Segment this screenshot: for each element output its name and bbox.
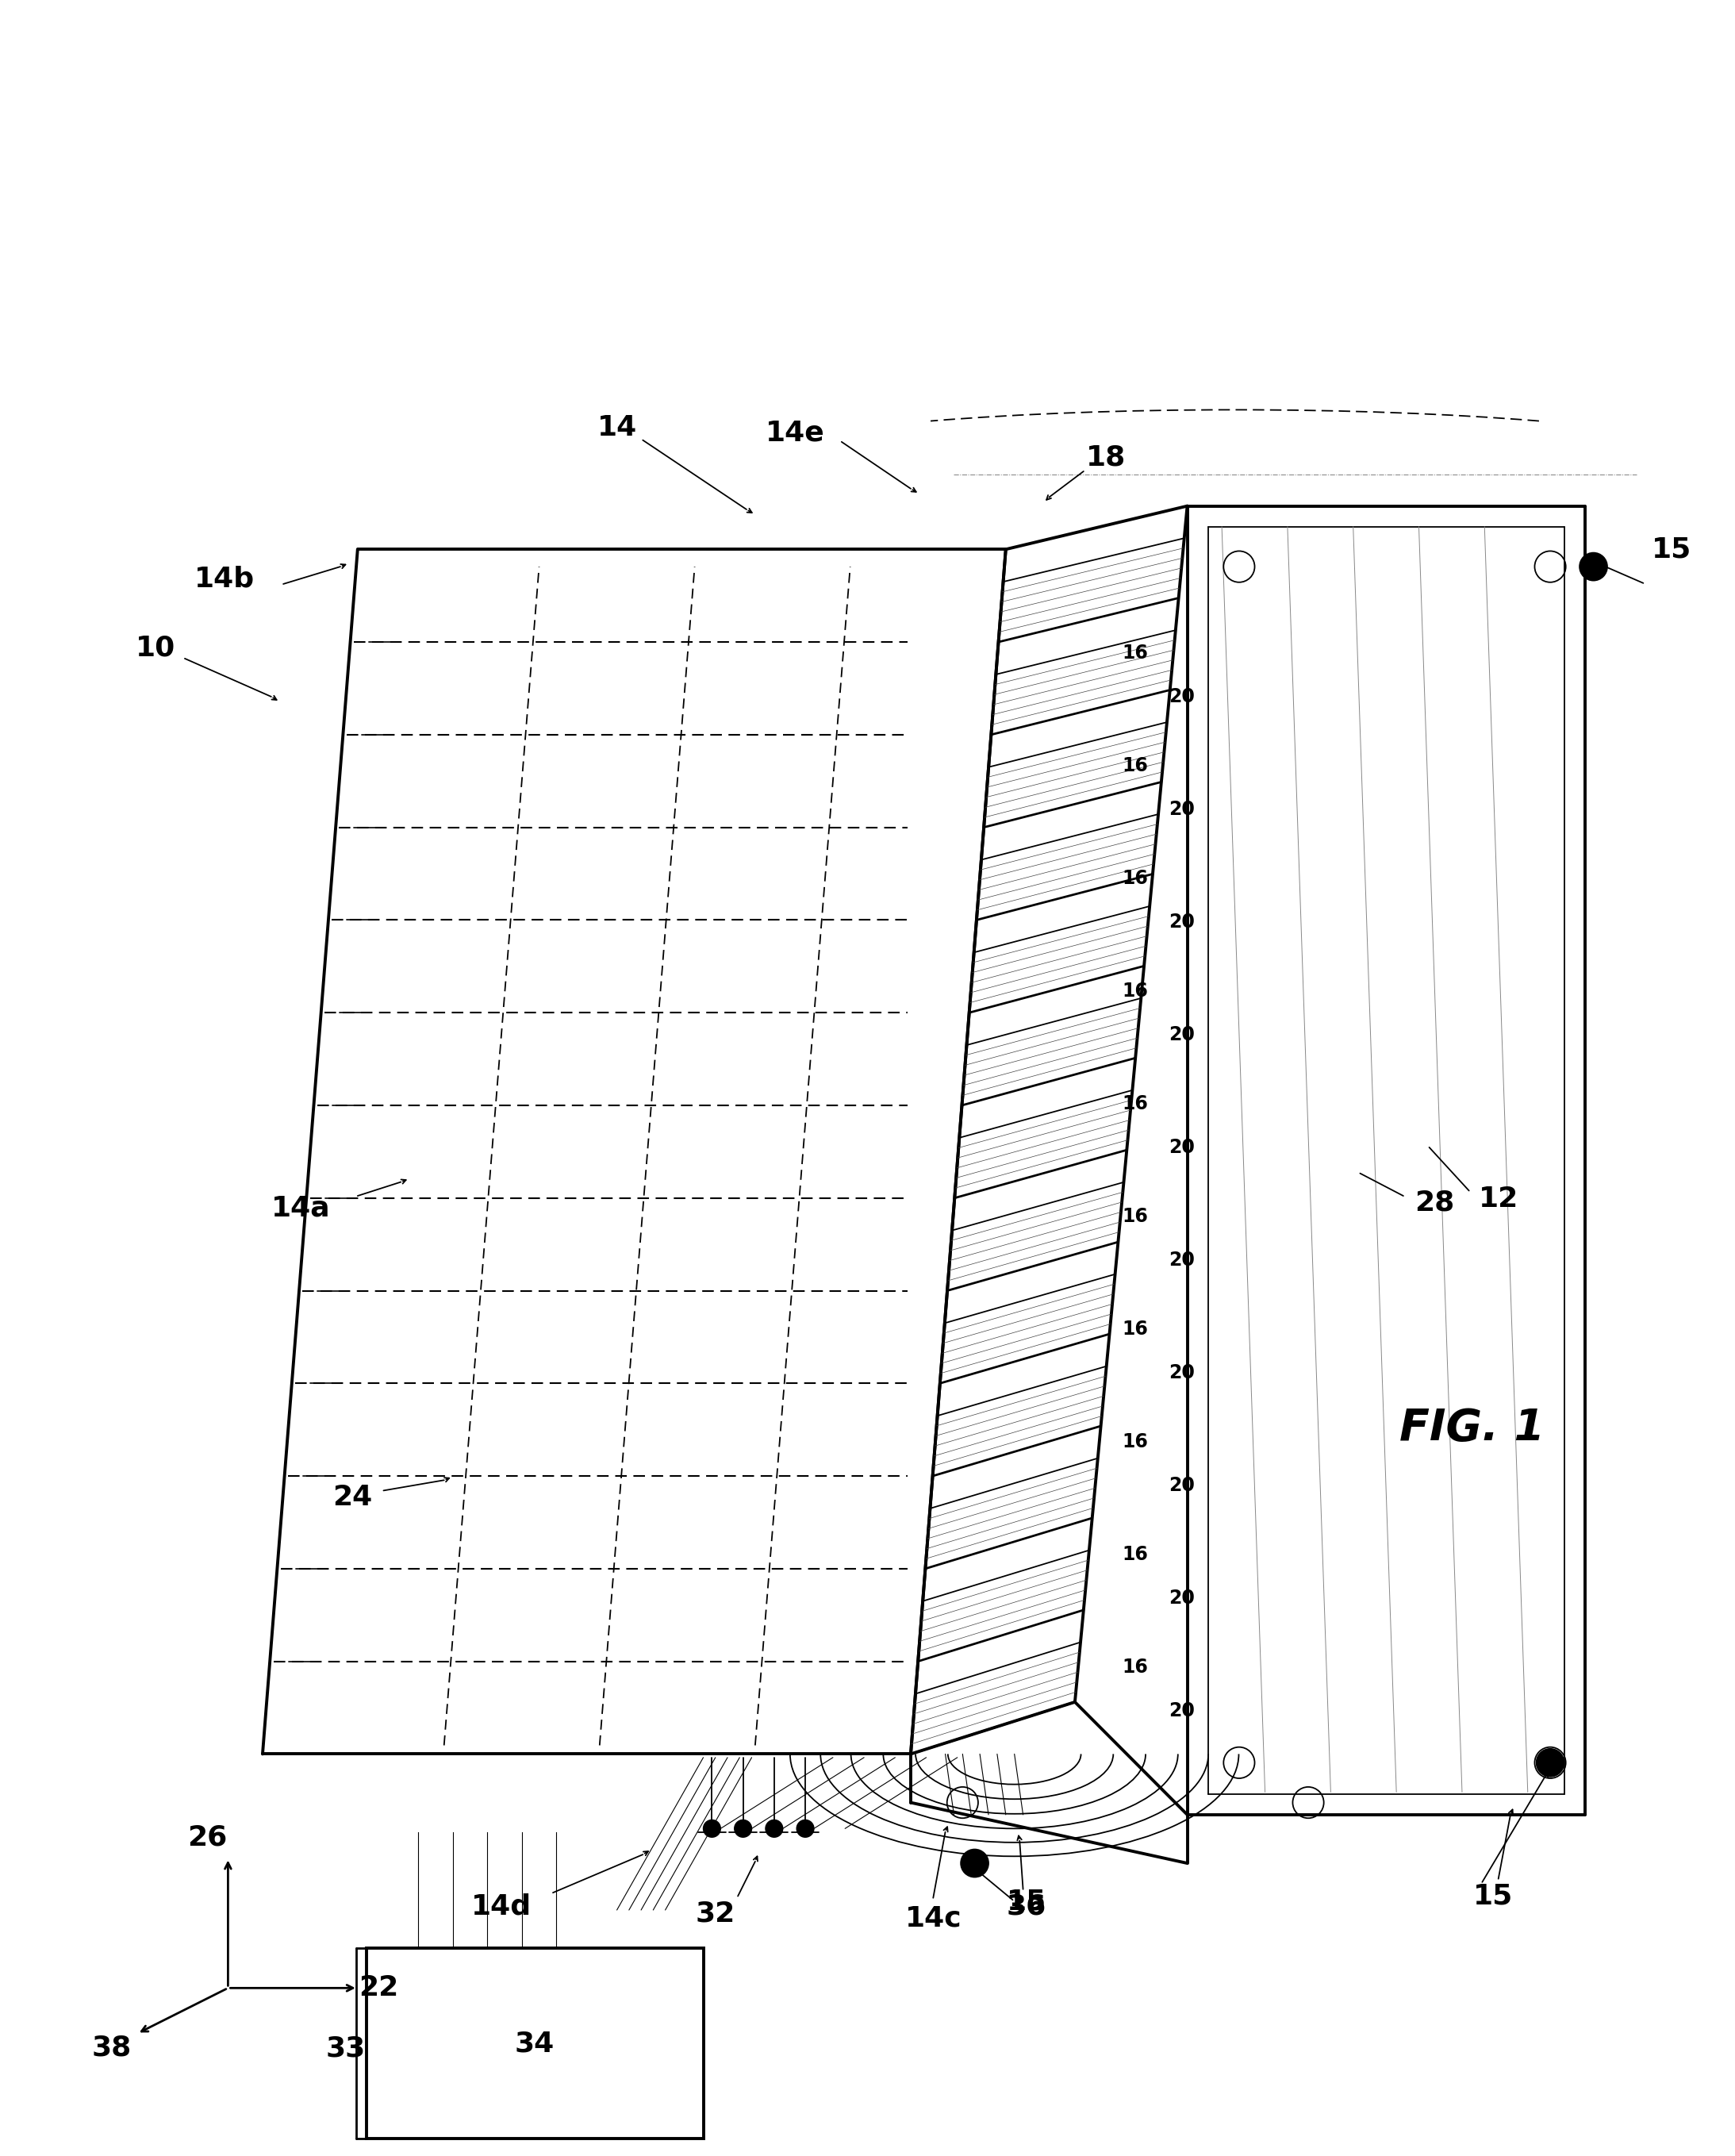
Text: 20: 20	[1169, 1701, 1195, 1720]
Text: 16: 16	[1123, 645, 1149, 662]
Text: 38: 38	[92, 2033, 132, 2061]
Text: 15: 15	[1006, 1889, 1046, 1915]
Circle shape	[734, 1820, 751, 1837]
Text: 32: 32	[696, 1899, 736, 1927]
Text: 10: 10	[135, 634, 175, 662]
Text: 16: 16	[1123, 981, 1149, 1000]
Text: 16: 16	[1123, 1658, 1149, 1677]
Circle shape	[1537, 1749, 1563, 1777]
Text: 14e: 14e	[765, 420, 824, 446]
Text: FIG. 1: FIG. 1	[1400, 1406, 1546, 1449]
Text: 14: 14	[597, 414, 637, 442]
Circle shape	[796, 1820, 814, 1837]
Circle shape	[765, 1820, 782, 1837]
Text: 28: 28	[1414, 1190, 1454, 1216]
Text: 16: 16	[1123, 1432, 1149, 1451]
Bar	[366, 1949, 703, 2139]
Circle shape	[703, 1820, 720, 1837]
Text: 12: 12	[1478, 1186, 1518, 1214]
Text: 20: 20	[1169, 1589, 1195, 1608]
Text: 16: 16	[1123, 1207, 1149, 1227]
Circle shape	[961, 1850, 989, 1878]
Text: 16: 16	[1123, 1546, 1149, 1565]
Text: 34: 34	[515, 2031, 555, 2057]
Text: 20: 20	[1169, 912, 1195, 931]
Text: 20: 20	[1169, 1477, 1195, 1494]
Text: 18: 18	[1086, 444, 1126, 470]
Text: 22: 22	[359, 1975, 399, 2001]
Text: 20: 20	[1169, 1138, 1195, 1158]
Text: 14d: 14d	[470, 1893, 531, 1921]
Text: 20: 20	[1169, 1024, 1195, 1044]
Text: 36: 36	[1006, 1893, 1046, 1921]
Text: 14b: 14b	[194, 565, 255, 593]
Text: 20: 20	[1169, 1363, 1195, 1382]
Text: 16: 16	[1123, 1319, 1149, 1339]
Text: 33: 33	[326, 2035, 366, 2061]
Text: 20: 20	[1169, 800, 1195, 819]
Circle shape	[1579, 552, 1607, 580]
Text: 16: 16	[1123, 757, 1149, 776]
Text: 14c: 14c	[904, 1906, 961, 1932]
Text: 26: 26	[187, 1824, 227, 1850]
Text: 20: 20	[1169, 1250, 1195, 1270]
Text: 15: 15	[1652, 537, 1692, 563]
Text: 15: 15	[1473, 1882, 1513, 1910]
Text: 20: 20	[1169, 688, 1195, 707]
Text: 16: 16	[1123, 869, 1149, 888]
Text: 14a: 14a	[271, 1194, 330, 1222]
Text: 16: 16	[1123, 1095, 1149, 1112]
Text: 24: 24	[333, 1483, 373, 1511]
